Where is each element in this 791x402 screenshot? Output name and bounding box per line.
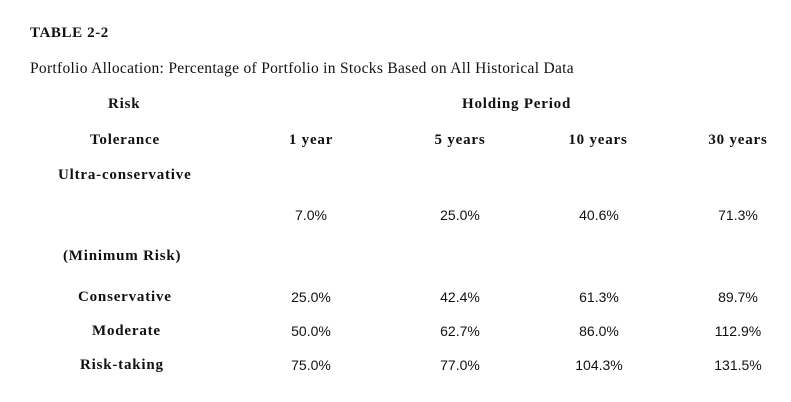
table-title: Portfolio Allocation: Percentage of Port… [30, 60, 574, 77]
cell-ultra-conservative-30-years: 71.3% [718, 207, 758, 223]
header-tolerance: Tolerance [90, 132, 160, 148]
row-label-minimum-risk: (Minimum Risk) [63, 248, 182, 264]
row-label-risk-taking: Risk-taking [80, 357, 164, 373]
cell-conservative-1-year: 25.0% [291, 289, 331, 305]
header-period-10-years: 10 years [568, 132, 628, 148]
header-period-30-years: 30 years [708, 132, 768, 148]
cell-risk-taking-10-years: 104.3% [575, 357, 623, 373]
cell-conservative-5-years: 42.4% [440, 289, 480, 305]
cell-ultra-conservative-5-years: 25.0% [440, 207, 480, 223]
cell-ultra-conservative-10-years: 40.6% [579, 207, 619, 223]
cell-moderate-30-years: 112.9% [714, 323, 762, 339]
cell-conservative-30-years: 89.7% [718, 289, 758, 305]
table-number: TABLE 2-2 [30, 25, 109, 41]
header-risk: Risk [108, 96, 141, 112]
header-holding-period: Holding Period [462, 96, 572, 112]
row-label-ultra-conservative: Ultra-conservative [58, 167, 192, 183]
cell-ultra-conservative-1-year: 7.0% [295, 207, 327, 223]
cell-risk-taking-5-years: 77.0% [440, 357, 480, 373]
cell-risk-taking-30-years: 131.5% [714, 357, 762, 373]
cell-conservative-10-years: 61.3% [579, 289, 619, 305]
header-period-5-years: 5 years [434, 132, 486, 148]
row-label-moderate: Moderate [92, 323, 161, 339]
header-period-1-year: 1 year [288, 132, 334, 148]
row-label-conservative: Conservative [78, 289, 172, 305]
cell-moderate-10-years: 86.0% [579, 323, 619, 339]
cell-risk-taking-1-year: 75.0% [291, 357, 331, 373]
cell-moderate-1-year: 50.0% [291, 323, 331, 339]
cell-moderate-5-years: 62.7% [440, 323, 480, 339]
